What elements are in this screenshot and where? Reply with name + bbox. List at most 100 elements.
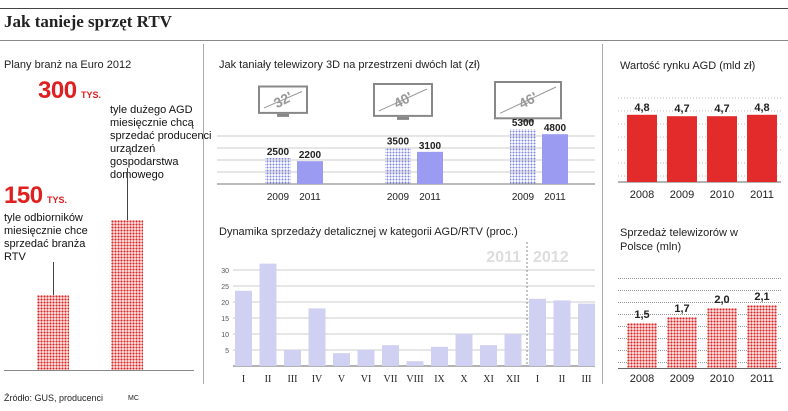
- tvsales-baseline: [618, 368, 781, 369]
- agd-year-label: 2008: [630, 189, 654, 201]
- dyn-period-label-2012: 2012: [533, 249, 569, 266]
- agd-bar-2008: [627, 114, 657, 182]
- tv3d-chart: 32' 2500 2009 2200 2011 40' 3500 2009 3100 2011 46…: [217, 81, 595, 203]
- dyn-month-label: VIII: [406, 374, 423, 385]
- dyn-bar-14: [553, 300, 571, 366]
- dyn-bar-10: [455, 334, 473, 366]
- tv3d-value-label: 3500: [387, 137, 410, 148]
- dyn-period-label-2011: 2011: [486, 249, 521, 266]
- tvsales-value-label: 2,0: [714, 294, 730, 306]
- dyn-bar-9: [431, 346, 448, 366]
- tv3d-bar-2011: [417, 151, 443, 184]
- agd-value-label: 4,7: [674, 103, 689, 115]
- dyn-bar-4: [308, 308, 326, 366]
- tv-stand-1: [277, 113, 289, 117]
- euro-desc-agd: tyle dużego AGD miesięcznie chcą sprzeda…: [110, 104, 212, 181]
- tvsales-title: Sprzedaż telewizorów w Polsce (mln): [620, 227, 738, 253]
- tvsales-grid-line: [618, 338, 781, 339]
- dyn-month-label: X: [460, 374, 468, 385]
- tvsales-grid-line: [618, 350, 781, 351]
- tv-stand-2: [397, 116, 409, 120]
- tv3d-bar-2011: [542, 134, 568, 184]
- dyn-bar-12: [504, 334, 522, 366]
- author-initials: MC: [128, 395, 139, 402]
- dyn-month-label: IV: [312, 374, 323, 385]
- tv3d-year-label: 2011: [544, 192, 566, 203]
- agd-year-label: 2010: [710, 189, 734, 201]
- tvsales-value-label: 1,5: [634, 309, 650, 321]
- tvsales-bar-2008: [627, 323, 657, 368]
- tv3d-year-label: 2011: [299, 192, 321, 203]
- dyn-month-label: II: [559, 374, 566, 385]
- dyn-ytick-label: 10: [221, 332, 229, 339]
- agd-bar-2011: [747, 114, 777, 182]
- tv3d-year-label: 2009: [512, 192, 535, 203]
- tvsales-grid-line: [618, 290, 781, 291]
- dyn-title: Dynamika sprzedaży detalicznej w kategor…: [219, 226, 518, 238]
- dyn-bar-8: [406, 361, 424, 366]
- dyn-bar-1: [235, 290, 252, 366]
- dyn-month-label: III: [582, 374, 592, 385]
- dyn-bar-11: [480, 345, 497, 366]
- dyn-bar-2: [259, 263, 277, 366]
- tvsales-grid-line: [618, 302, 781, 303]
- agd-bar-2009: [667, 116, 697, 182]
- tvsales-year-label: 2009: [669, 373, 695, 385]
- tv3d-bar-2009: [265, 158, 291, 184]
- euro-connector-agd: [127, 168, 128, 220]
- dyn-month-label: I: [242, 374, 245, 385]
- euro-value-agd: 300 TYS.: [38, 77, 101, 105]
- tv3d-value-label: 5300: [512, 118, 535, 129]
- dyn-month-label: I: [536, 374, 539, 385]
- separator-1: [203, 44, 204, 384]
- tv3d-title: Jak taniały telewizory 3D na przestrzeni…: [219, 59, 481, 71]
- dyn-ytick-label: 25: [221, 284, 229, 291]
- tv-stand-3: [522, 119, 534, 123]
- agd-year-label: 2011: [750, 189, 774, 201]
- tvsales-grid-line: [618, 326, 781, 327]
- tvsales-year-label: 2010: [709, 373, 735, 385]
- tv3d-year-label: 2011: [419, 192, 441, 203]
- tvsales-grid-line: [618, 278, 781, 279]
- dyn-month-label: III: [288, 374, 298, 385]
- dyn-ytick-label: 20: [221, 300, 229, 307]
- tvsales-grid-line: [618, 314, 781, 315]
- dyn-bar-5: [333, 353, 350, 366]
- euro-desc-rtv: tyle odbiorników miesięcznie chce sprzed…: [4, 212, 88, 263]
- euro-bar-agd: [111, 220, 143, 370]
- dyn-month-label: XI: [483, 374, 494, 385]
- tv3d-year-label: 2009: [387, 192, 410, 203]
- tv-diagonal-1: [263, 91, 303, 109]
- agd-value-label: 4,8: [754, 102, 769, 114]
- agd-chart: 4,8 2008 4,7 2009 4,7 2010 4,8 2011: [618, 97, 781, 201]
- tvsales-value-label: 2,1: [754, 291, 770, 303]
- tv-size-label-2: 40': [391, 88, 415, 111]
- tvsales-year-label: 2011: [750, 373, 774, 385]
- dyn-ytick-label: 30: [221, 268, 229, 275]
- tv3d-bar-2011: [297, 161, 323, 184]
- dyn-month-label: IX: [434, 374, 445, 385]
- tvsales-grid-line: [618, 362, 781, 363]
- dyn-month-label: II: [265, 374, 272, 385]
- dyn-ytick-label: 15: [221, 316, 229, 323]
- tv-diagonal-2: [378, 88, 428, 112]
- tv3d-value-label: 4800: [544, 123, 567, 134]
- source-note: Źródło: GUS, producenci: [4, 393, 104, 403]
- agd-value-label: 4,8: [634, 102, 649, 114]
- euro-connector-rtv: [53, 262, 54, 295]
- euro-title: Plany branż na Euro 2012: [4, 59, 132, 71]
- euro-unit-rtv: TYS.: [47, 195, 68, 205]
- dyn-bar-15: [578, 303, 595, 366]
- euro-bar-rtv: [37, 295, 69, 370]
- dyn-bar-13: [529, 298, 546, 366]
- dyn-month-label: XII: [506, 374, 520, 385]
- euro-bars: [0, 0, 203, 370]
- euro-unit-agd: TYS.: [81, 90, 102, 100]
- dyn-month-label: V: [338, 374, 346, 385]
- euro-value-rtv: 150 TYS.: [4, 182, 67, 210]
- euro-value-agd-number: 300: [38, 77, 77, 104]
- header-divider: [0, 40, 788, 41]
- tvsales-bar-2010: [707, 308, 737, 368]
- tv3d-value-label: 2200: [299, 150, 322, 161]
